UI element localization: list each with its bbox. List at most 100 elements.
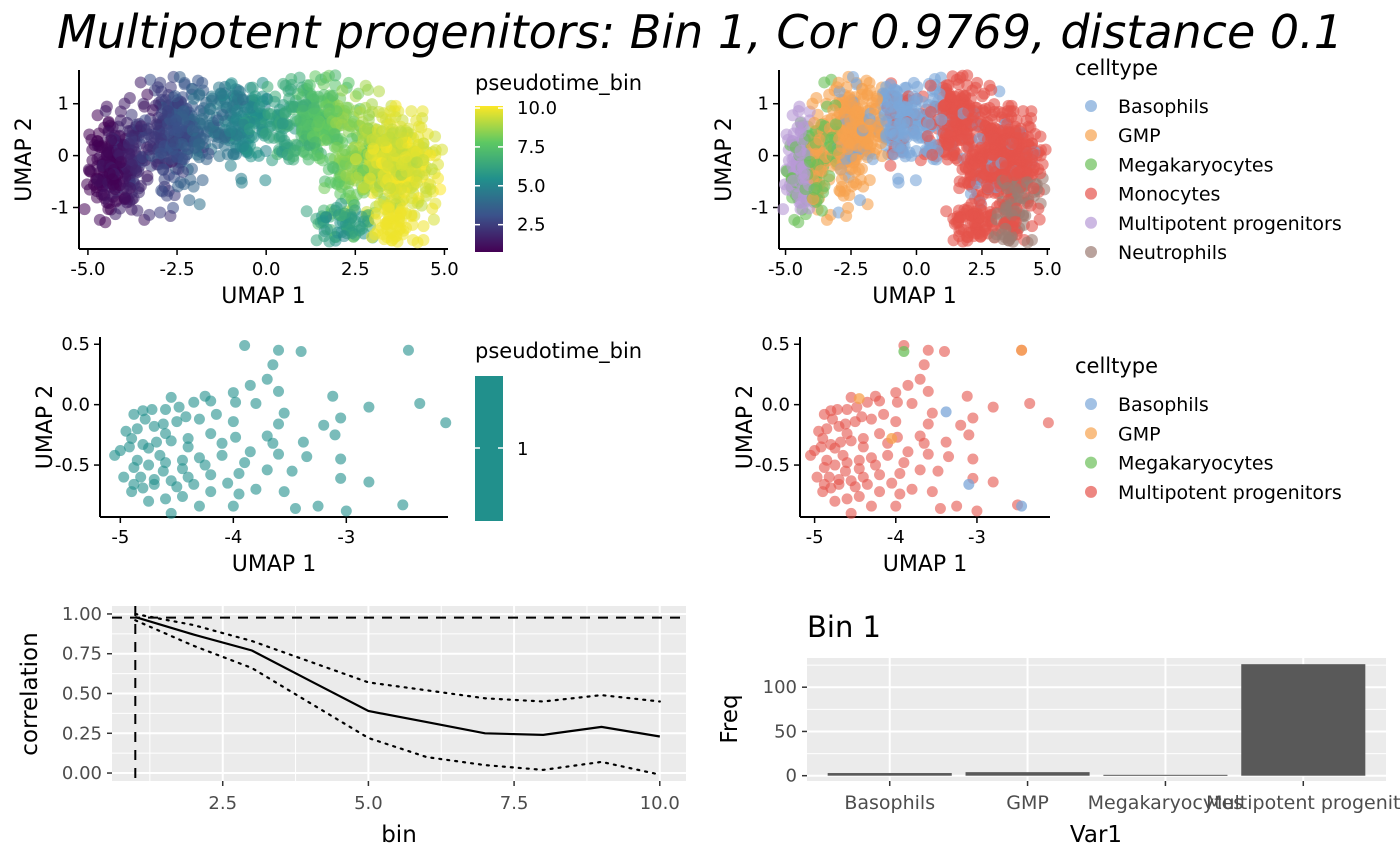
scatter-point [121, 116, 134, 129]
x-tick-label: -2.5 [159, 259, 194, 280]
scatter-point [383, 182, 396, 195]
scatter-point [833, 474, 845, 486]
scatter-point [841, 403, 853, 415]
celltype-legend: celltype Basophils GMP Megakaryocytes Monocy… [1075, 56, 1342, 264]
scatter-point [843, 90, 856, 103]
scatter-point [406, 218, 419, 231]
y-tick-label: -1 [751, 197, 769, 218]
y-tick-label: 0.00 [62, 763, 102, 784]
scatter-point [847, 70, 860, 83]
scatter-point [909, 174, 922, 187]
x-tick-label: 2.5 [208, 793, 237, 814]
scatter-point [876, 150, 889, 163]
scatter-point [253, 100, 266, 113]
scatter-point [894, 488, 906, 500]
scatter-point [935, 113, 948, 126]
scatter-point [395, 137, 408, 150]
scatter-point [366, 133, 379, 146]
scatter-point [145, 131, 158, 144]
scatter-point [250, 397, 262, 409]
scatter-point [352, 87, 365, 100]
scatter-point [362, 83, 375, 96]
legend-label: Megakaryocytes [1118, 453, 1274, 475]
scatter-point [385, 234, 398, 247]
y-tick-label: 1 [758, 94, 769, 115]
scatter-point [417, 154, 430, 167]
scatter-point [1024, 397, 1036, 409]
scatter-point [148, 420, 160, 432]
scatter-point [417, 137, 430, 150]
scatter-point [128, 408, 140, 420]
scatter-point [346, 132, 359, 145]
scatter-point [340, 505, 352, 517]
scatter-point [914, 464, 926, 476]
scatter-point [971, 505, 983, 517]
scatter-point [353, 106, 366, 119]
scatter-point [415, 199, 428, 212]
scatter-point [239, 457, 251, 469]
scatter-point [440, 417, 452, 429]
scatter-point [1001, 182, 1014, 195]
scatter-point [102, 144, 115, 157]
scatter-point [1027, 182, 1040, 195]
scatter-point [146, 403, 158, 415]
scatter-point [918, 437, 930, 449]
x-tick-label: 2.5 [968, 259, 997, 280]
scatter-point [782, 154, 795, 167]
legend-key [1085, 427, 1097, 440]
scatter-point [137, 405, 149, 417]
scatter-point [1026, 220, 1039, 233]
legend-label: GMP [1118, 423, 1161, 445]
legend-label: Multipotent progenitors [1118, 213, 1342, 235]
scatter-point [320, 211, 333, 224]
scatter-point [853, 490, 865, 502]
scatter-point [810, 91, 823, 104]
scatter-point [338, 207, 351, 220]
colorbar [475, 106, 503, 252]
y-tick-label: 0.0 [761, 395, 790, 416]
legend-label: Monocytes [1118, 184, 1220, 206]
scatter-point [1042, 417, 1054, 429]
scatter-point [386, 127, 399, 140]
scatter-point [362, 122, 375, 135]
scatter-point [370, 207, 383, 220]
scatter-point [330, 105, 343, 118]
scatter-point [121, 183, 134, 196]
scatter-point [205, 469, 217, 481]
scatter-point [303, 79, 316, 92]
scatter-point [295, 345, 307, 357]
scatter-point [143, 208, 156, 221]
scatter-point [1000, 201, 1013, 214]
bar [827, 773, 952, 776]
scatter-point [86, 154, 99, 167]
scatter-point [160, 428, 172, 440]
scatter-point [857, 432, 869, 444]
scatter-point [160, 493, 172, 505]
scatter-point [922, 418, 934, 430]
scatter-point [310, 234, 323, 247]
scatter-point [275, 130, 288, 143]
scatter-point [183, 194, 196, 207]
scatter-point [402, 344, 414, 356]
points-layer [78, 69, 449, 249]
scatter-point [865, 500, 877, 512]
scatter-point [283, 92, 296, 105]
scatter-point [835, 173, 848, 186]
legend-key [1085, 398, 1097, 410]
x-axis-label: UMAP 1 [872, 284, 956, 309]
scatter-point [230, 396, 242, 408]
x-tick-label: -3 [337, 527, 355, 548]
scatter-point [1001, 105, 1014, 118]
scatter-point [841, 428, 853, 440]
scatter-point [961, 69, 974, 82]
scatter-point [267, 359, 279, 371]
scatter-point [865, 413, 877, 425]
scatter-point [135, 471, 147, 483]
scatter-point [780, 183, 793, 196]
scatter-point [134, 179, 147, 192]
scatter-point [261, 80, 274, 93]
y-axis-label: UMAP 2 [12, 117, 37, 201]
scatter-point [281, 148, 294, 161]
scatter-point [869, 459, 881, 471]
y-tick-label: 0 [758, 146, 769, 167]
